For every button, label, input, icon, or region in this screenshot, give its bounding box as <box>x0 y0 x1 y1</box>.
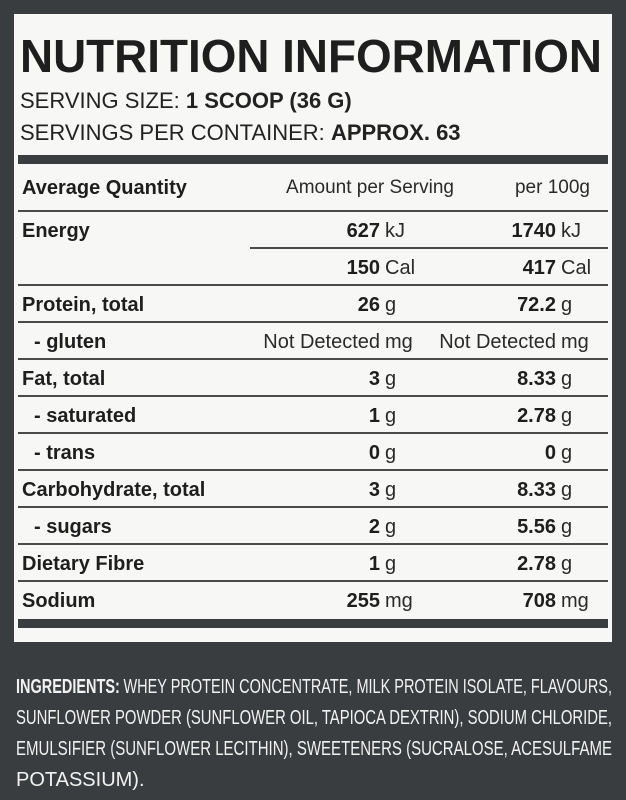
servings-value: APPROX. 63 <box>331 120 461 145</box>
header-label: Average Quantity <box>22 177 188 199</box>
per100-value: 1740 <box>512 220 557 242</box>
title: NUTRITION INFORMATION <box>20 30 602 82</box>
ingredients-text: POTASSIUM). <box>16 769 145 791</box>
per100-value: 8.33 <box>517 368 556 390</box>
serving-value: 26 <box>358 294 380 316</box>
serving-value: 3 <box>369 368 380 390</box>
per100-value: 5.56 <box>517 516 556 538</box>
row-label: Protein, total <box>22 294 144 316</box>
row-label: Carbohydrate, total <box>22 479 205 501</box>
row-label: - sugars <box>34 516 112 538</box>
per100-value: 0 <box>545 442 556 464</box>
serving-unit: Cal <box>385 257 415 279</box>
serving-value: 3 <box>369 479 380 501</box>
ingredients-label: INGREDIENTS: <box>16 676 120 698</box>
per100-value: 8.33 <box>517 479 556 501</box>
row-label: - trans <box>34 442 95 464</box>
per100-unit: g <box>561 516 572 538</box>
per100-value: 708 <box>523 590 556 612</box>
ingredients-text: EMULSIFIER (SUNFLOWER LECITHIN), SWEETEN… <box>16 738 612 760</box>
per100-value: 72.2 <box>517 294 556 316</box>
top-bar <box>18 155 608 164</box>
ingredients-line: SUNFLOWER POWDER (SUNFLOWER OIL, TAPIOCA… <box>16 707 612 729</box>
serving-size-value: 1 SCOOP (36 G) <box>186 88 352 113</box>
bottom-bar <box>18 619 608 628</box>
serving-unit: g <box>385 553 396 575</box>
per100-unit: Cal <box>561 257 591 279</box>
serving-unit: g <box>385 479 396 501</box>
serving-unit: g <box>385 294 396 316</box>
header-serving: Amount per Serving <box>286 177 454 198</box>
serving-value: 0 <box>369 442 380 464</box>
row-label: Energy <box>22 220 91 242</box>
serving-value: 150 <box>347 257 380 279</box>
serving-value: 2 <box>369 516 380 538</box>
row-label: Dietary Fibre <box>22 553 144 575</box>
per100-value: 2.78 <box>517 553 556 575</box>
serving-size: SERVING SIZE: 1 SCOOP (36 G) <box>20 88 352 113</box>
serving-unit: mg <box>385 590 413 612</box>
row-label: - saturated <box>34 405 136 427</box>
serving-unit: mg <box>385 331 413 353</box>
per100-value: 417 <box>523 257 556 279</box>
serving-unit: g <box>385 442 396 464</box>
serving-value: 255 <box>347 590 380 612</box>
label-panel <box>14 14 612 642</box>
per100-unit: mg <box>561 590 589 612</box>
row-label: Sodium <box>22 590 95 612</box>
ingredients-line: EMULSIFIER (SUNFLOWER LECITHIN), SWEETEN… <box>16 738 612 760</box>
per100-unit: kJ <box>561 220 581 242</box>
serving-value: 1 <box>369 553 380 575</box>
servings-label: SERVINGS PER CONTAINER: <box>20 120 325 145</box>
serving-value: 1 <box>369 405 380 427</box>
header-per100: per 100g <box>515 177 590 198</box>
serving-value: 627 <box>347 220 380 242</box>
row-label: Fat, total <box>22 368 105 390</box>
serving-unit: g <box>385 368 396 390</box>
per100-unit: g <box>561 368 572 390</box>
per100-unit: g <box>561 405 572 427</box>
ingredients-line: INGREDIENTS:WHEY PROTEIN CONCENTRATE, MI… <box>16 676 612 698</box>
serving-unit: g <box>385 516 396 538</box>
serving-size-label: SERVING SIZE: <box>20 88 180 113</box>
ingredients-text: WHEY PROTEIN CONCENTRATE, MILK PROTEIN I… <box>123 676 612 698</box>
per100-unit: g <box>561 294 572 316</box>
serving-unit: kJ <box>385 220 405 242</box>
per100-unit: mg <box>561 331 589 353</box>
row-label: - gluten <box>34 331 106 353</box>
ingredients: INGREDIENTS:WHEY PROTEIN CONCENTRATE, MI… <box>16 676 612 791</box>
ingredients-text: SUNFLOWER POWDER (SUNFLOWER OIL, TAPIOCA… <box>16 707 612 729</box>
ingredients-line: POTASSIUM). <box>16 769 145 791</box>
per100-value: Not Detected <box>439 331 556 353</box>
serving-unit: g <box>385 405 396 427</box>
per100-unit: g <box>561 479 572 501</box>
per100-value: 2.78 <box>517 405 556 427</box>
serving-value: Not Detected <box>263 331 380 353</box>
per100-unit: g <box>561 553 572 575</box>
per100-unit: g <box>561 442 572 464</box>
servings-per-container: SERVINGS PER CONTAINER: APPROX. 63 <box>20 120 461 145</box>
